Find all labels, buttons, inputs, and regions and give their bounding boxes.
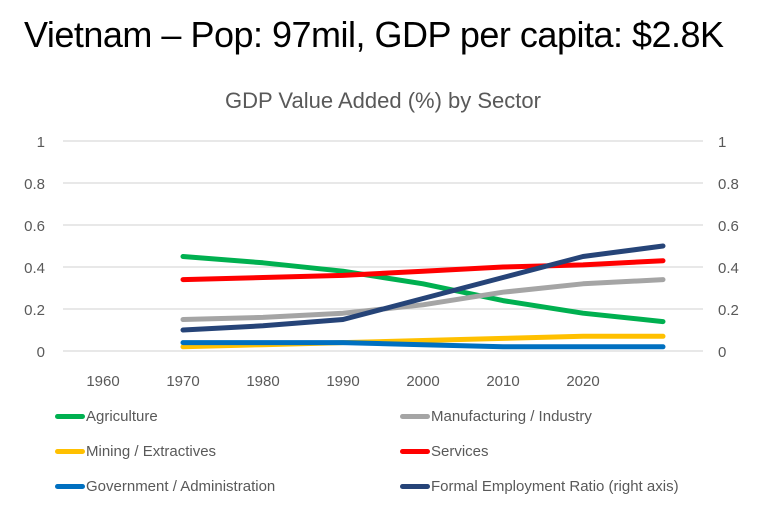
legend-item-services: Services — [400, 443, 489, 460]
y-right-tick-label: 0.2 — [718, 302, 739, 319]
x-tick-label: 2000 — [406, 373, 439, 390]
y-left-tick-label: 0.2 — [24, 302, 45, 319]
legend-item-government-administration: Government / Administration — [55, 478, 275, 495]
y-right-tick-label: 0.6 — [718, 218, 739, 235]
x-tick-label: 2010 — [486, 373, 519, 390]
y-right-tick-label: 0.8 — [718, 176, 739, 193]
legend-swatch — [55, 414, 85, 419]
legend-item-mining-extractives: Mining / Extractives — [55, 443, 216, 460]
y-axis-left: 0 0.2 0.4 0.6 0.8 1 — [24, 134, 45, 361]
legend-label: Agriculture — [86, 408, 158, 425]
gridlines — [63, 140, 703, 352]
y-left-tick-label: 0.8 — [24, 176, 45, 193]
y-right-tick-label: 0 — [718, 344, 726, 361]
legend-swatch — [400, 484, 430, 489]
legend-label: Government / Administration — [86, 478, 276, 495]
y-left-tick-label: 0 — [37, 344, 45, 361]
y-left-tick-label: 0.6 — [24, 218, 45, 235]
x-tick-label: 1960 — [86, 373, 119, 390]
legend-item-formal-employment-ratio-right-axis: Formal Employment Ratio (right axis) — [400, 478, 679, 495]
y-right-tick-label: 1 — [718, 134, 726, 151]
legend-swatch — [55, 449, 85, 454]
chart-title: GDP Value Added (%) by Sector — [225, 88, 541, 113]
legend-label: Manufacturing / Industry — [431, 408, 592, 425]
legend-swatch — [400, 414, 430, 419]
legend-label: Formal Employment Ratio (right axis) — [431, 478, 679, 495]
slide-title: Vietnam – Pop: 97mil, GDP per capita: $2… — [24, 14, 724, 55]
x-axis: 1960 1970 1980 1990 2000 2010 2020 — [86, 373, 599, 390]
x-tick-label: 1980 — [246, 373, 279, 390]
x-tick-label: 1970 — [166, 373, 199, 390]
y-axis-right: 0 0.2 0.4 0.6 0.8 1 — [718, 134, 739, 361]
x-tick-label: 2020 — [566, 373, 599, 390]
legend-item-manufacturing-industry: Manufacturing / Industry — [400, 408, 592, 425]
legend-label: Services — [431, 443, 489, 460]
legend-swatch — [55, 484, 85, 489]
legend-label: Mining / Extractives — [86, 443, 217, 460]
y-left-tick-label: 0.4 — [24, 260, 45, 277]
x-tick-label: 1990 — [326, 373, 359, 390]
y-right-tick-label: 0.4 — [718, 260, 739, 277]
legend-item-agriculture: Agriculture — [55, 408, 158, 425]
legend-swatch — [400, 449, 430, 454]
series-lines — [180, 243, 666, 350]
y-left-tick-label: 1 — [37, 134, 45, 151]
